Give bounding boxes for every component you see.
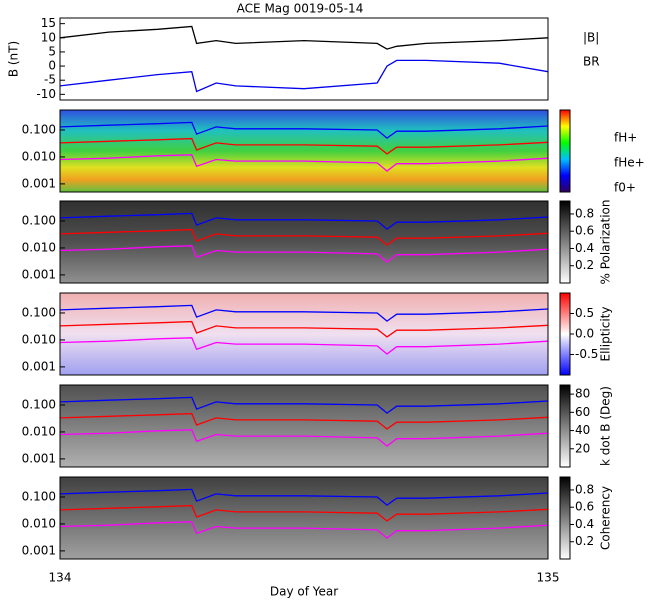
series-line [59,504,549,522]
colorbar-tick-label: 60 [575,405,590,419]
colorbar-tick-label: 0.0 [575,327,594,341]
legend-label: |B| [583,31,599,45]
y-tick-label: 0.001 [22,267,56,281]
spectrogram-background [60,385,548,467]
y-tick-label: 0.100 [22,122,56,136]
y-tick-label: -10 [36,87,56,101]
spectrogram-background [60,477,548,559]
series-line [59,212,549,230]
series-line [59,228,549,246]
colorbar [559,384,571,468]
colorbar-tick-label: 0.4 [575,241,594,255]
legend-label: BR [583,55,600,69]
colorbar-tick-label: 0.8 [575,206,594,220]
y-tick-label: 15 [41,16,56,30]
series-line [59,429,549,447]
y-tick-label: 10 [41,30,56,44]
y-tick-label: -5 [44,73,56,87]
colorbar-label: % Polarization [599,200,613,285]
series-line [59,25,549,50]
colorbar-tick-label: 0.5 [575,306,594,320]
frame [59,17,549,101]
y-axis-label: B (nT) [7,41,21,77]
colorbar-tick-label: 0.4 [575,517,594,531]
frame [59,476,549,560]
series-line [59,337,549,355]
colorbar-label: k dot B (Deg) [599,386,613,466]
y-tick-label: 0.010 [22,332,56,346]
y-tick-label: 0.010 [22,516,56,530]
y-tick-label: 0.100 [22,213,56,227]
series-line [59,412,549,430]
series-line [59,521,549,539]
series-line [59,59,549,93]
colorbar [559,109,571,193]
x-tick-label: 135 [537,571,560,585]
colorbar-tick-label: 0.2 [575,534,594,548]
y-tick-label: 0.100 [22,489,56,503]
series-line [59,245,549,263]
colorbar-tick-label: 0.8 [575,482,594,496]
colorbar-label: Coherency [599,486,613,550]
series-line [59,396,549,414]
colorbar [559,292,571,376]
colorbar-tick-label: 0.2 [575,258,594,272]
y-tick-label: 0.001 [22,543,56,557]
y-tick-label: 0.010 [22,149,56,163]
colorbar [559,200,571,284]
colorbar-tick-label: -0.5 [575,347,598,361]
legend-label: f0+ [614,181,636,195]
series-line [59,488,549,506]
frame [59,200,549,284]
colorbar-tick-label: 0.6 [575,224,594,238]
frame [59,292,549,376]
y-tick-label: 0.001 [22,451,56,465]
chart-title: ACE Mag 0019-05-14 [237,2,364,16]
colorbar-tick-label: 40 [575,423,590,437]
series-line [59,121,549,139]
frame [59,384,549,468]
y-tick-label: 0.010 [22,240,56,254]
spectrogram-background [60,201,548,283]
series-line [59,304,549,322]
y-tick-label: 5 [48,44,56,58]
colorbar-tick-label: 20 [575,441,590,455]
legend-label: fH+ [614,131,637,145]
colorbar-tick-label: 80 [575,387,590,401]
legend-label: fHe+ [614,156,645,170]
spectrogram-background [60,110,548,192]
series-line [59,320,549,338]
colorbar [559,476,571,560]
spectrogram-background [60,293,548,375]
colorbar-tick-label: 0.6 [575,500,594,514]
y-tick-label: 0 [48,59,56,73]
x-tick-label: 134 [49,571,72,585]
colorbar-label: Ellipticity [599,307,613,362]
x-axis-label: Day of Year [270,585,338,599]
y-tick-label: 0.100 [22,397,56,411]
y-tick-label: 0.010 [22,424,56,438]
y-tick-label: 0.001 [22,176,56,190]
series-line [59,154,549,172]
frame [59,109,549,193]
series-line [59,137,549,155]
y-tick-label: 0.001 [22,359,56,373]
y-tick-label: 0.100 [22,305,56,319]
